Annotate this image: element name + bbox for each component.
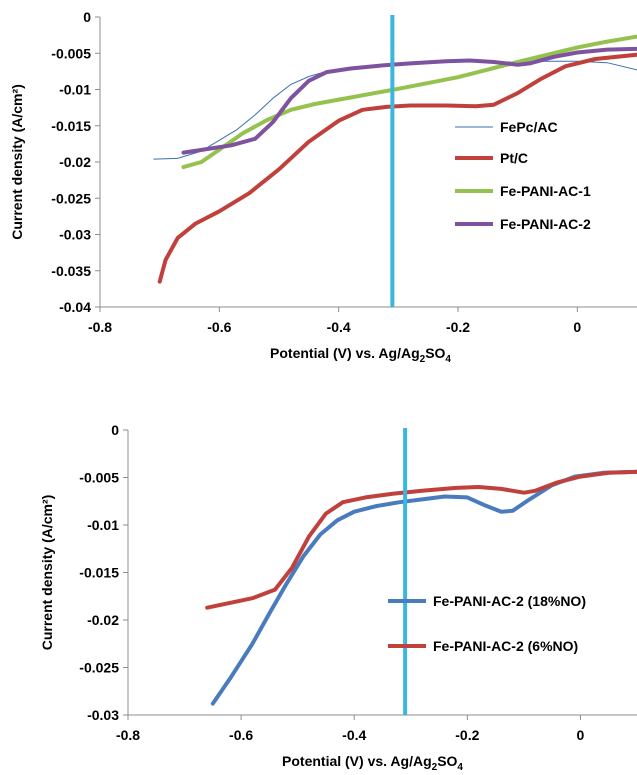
series-line-fe-pani-ac-2 bbox=[181, 46, 637, 155]
y-tick-label: -0.025 bbox=[79, 660, 119, 676]
series-line-pt-c bbox=[157, 52, 637, 284]
y-tick-label: -0.03 bbox=[59, 227, 91, 243]
x-tick-label: -0.8 bbox=[116, 727, 140, 743]
y-tick-label: -0.025 bbox=[51, 190, 91, 206]
x-tick-label: -0.2 bbox=[455, 727, 479, 743]
y-tick-label: 0 bbox=[83, 9, 91, 25]
x-tick-label: -0.2 bbox=[446, 319, 470, 335]
y-tick-label: -0.02 bbox=[59, 154, 91, 170]
x-tick-label: -0.6 bbox=[229, 727, 253, 743]
x-tick-label: -0.4 bbox=[327, 319, 351, 335]
x-tick-label: 0 bbox=[573, 319, 581, 335]
chart-1: 0 -0.005 -0.01 -0.015 -0.02 -0.025 -0.03 -0.035… bbox=[9, 9, 637, 365]
y-axis-label: Current density (A/cm²) bbox=[9, 84, 25, 240]
legend-label: Pt/C bbox=[500, 150, 528, 166]
y-tick-label: -0.005 bbox=[51, 45, 91, 61]
y-tick-label: -0.005 bbox=[79, 470, 119, 486]
legend-label: Fe-PANI-AC-1 bbox=[500, 183, 591, 199]
series-line-fe-pani-ac-2-6-no bbox=[205, 469, 637, 610]
y-tick-label: -0.035 bbox=[51, 263, 91, 279]
y-axis-label: Current density (A/cm²) bbox=[39, 495, 55, 651]
y-tick-label: -0.03 bbox=[87, 707, 119, 723]
legend-label: FePc/AC bbox=[500, 119, 558, 135]
x-axis-label: Potential (V) vs. Ag/Ag2SO4 bbox=[282, 753, 463, 773]
y-tick-label: -0.01 bbox=[87, 517, 119, 533]
x-tick-label: 0 bbox=[577, 727, 585, 743]
series-line-fe-pani-ac-2-18-no bbox=[210, 469, 637, 706]
x-tick-label: -0.6 bbox=[207, 319, 231, 335]
x-tick-label: -0.8 bbox=[88, 319, 112, 335]
series-line-fe-pani-ac-1 bbox=[181, 34, 637, 170]
y-tick-label: -0.015 bbox=[79, 565, 119, 581]
chart-2: 0 -0.005 -0.01 -0.015 -0.02 -0.025 -0.03 -0.8 -0… bbox=[39, 422, 637, 773]
y-tick-label: -0.015 bbox=[51, 118, 91, 134]
legend-label: Fe-PANI-AC-2 (6%NO) bbox=[433, 638, 578, 654]
legend-label: Fe-PANI-AC-2 (18%NO) bbox=[433, 593, 586, 609]
y-tick-label: 0 bbox=[111, 422, 119, 438]
x-tick-label: -0.4 bbox=[342, 727, 366, 743]
y-tick-label: -0.04 bbox=[59, 299, 91, 315]
y-tick-label: -0.02 bbox=[87, 612, 119, 628]
y-tick-label: -0.01 bbox=[59, 82, 91, 98]
legend-label: Fe-PANI-AC-2 bbox=[500, 216, 591, 232]
x-axis-label: Potential (V) vs. Ag/Ag2SO4 bbox=[270, 345, 451, 365]
